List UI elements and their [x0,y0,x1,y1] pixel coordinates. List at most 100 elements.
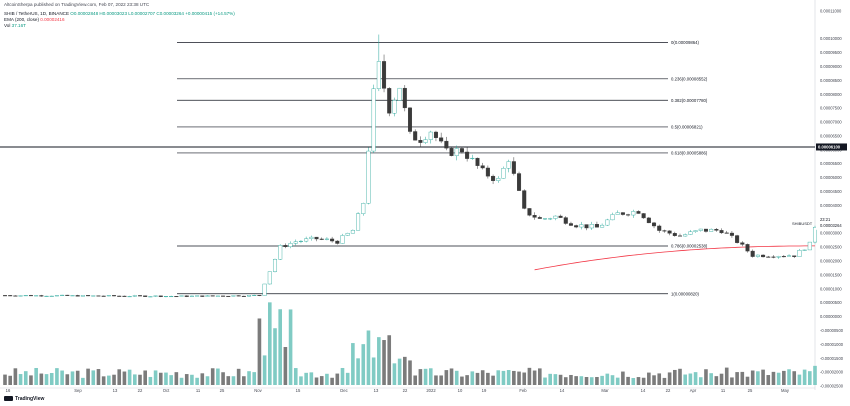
volume-bar [117,369,122,385]
volume-bar [460,376,464,385]
candle-body [740,242,745,245]
candle-body [709,228,714,232]
volume-bar [174,372,179,385]
candle-body [319,238,324,240]
candle-body [247,295,252,297]
volume-bar [325,373,329,385]
volume-bar [802,369,807,385]
candle-body [70,295,75,297]
candle-body [511,161,516,174]
candle-body [137,295,143,297]
volume-bar [226,376,231,385]
volume-bar [636,377,641,385]
candle-body [91,295,96,297]
time-tick-label: 22 [403,388,408,393]
volume-bar [423,368,428,385]
volume-bar [122,371,127,385]
price-tick-label: 0.00007000 [820,120,842,125]
volume-bar [143,370,147,385]
candle-body [698,228,703,231]
volume-bar [148,376,153,385]
symbol-name[interactable]: SHIB / TetherUS, 1D, BINANCE [4,11,70,16]
volume-bar [491,375,495,385]
candle-body [112,295,117,297]
price-tick-label: 0.00007500 [820,106,842,111]
volume-bar [49,372,54,385]
candle-body [163,296,168,298]
volume-bar [605,373,610,385]
volume-bar [75,370,80,385]
candle-body [309,236,314,239]
volume-bar [486,372,490,385]
volume-bar [756,371,760,385]
volume-bar [569,374,573,385]
candle-body [314,236,319,240]
fib-retracement: 0(0.00009864) 0.236(0.00008552) 0.382(0.00… [177,40,708,296]
candle-body [584,224,589,229]
volume-bar [153,370,158,385]
candle-body [18,295,23,297]
volume-bar [252,372,257,385]
candle-body [771,256,776,258]
candle-body [615,212,620,215]
volume-bar [247,371,251,385]
volume-bar [688,373,693,385]
volume-bar [345,372,350,385]
volume-bar [340,367,345,385]
current-price-tag [816,217,847,230]
candle-body [366,150,371,204]
volume-bar [3,374,7,385]
volume-bar [792,371,797,385]
candle-body [750,250,755,257]
candle-body [439,137,444,142]
time-tick-label: Dec [340,388,347,393]
candle-body [449,147,454,156]
volume-legend[interactable]: Vol 37.16T [4,23,26,29]
volume-bar [553,374,558,385]
candle-body [86,295,91,297]
candle-body [143,295,148,297]
candle-body [215,295,220,297]
time-tick-label: 14 [641,388,646,393]
publish-note: AltcoinSherpa published on TradingView.c… [4,2,150,7]
volume-bar [112,374,116,385]
candle-body [200,295,205,297]
highlight-price-tag [816,143,847,151]
candle-body [465,151,470,159]
candle-body [802,249,807,251]
candle-body [807,241,812,251]
volume-bar [319,376,324,385]
volume-bar [101,376,106,385]
candle-body [117,295,122,297]
volume-bar [273,328,277,385]
volume-bar [745,376,750,385]
candle-body [693,230,698,232]
price-tick-label: 0.00005000 [820,175,842,180]
candle-body [221,295,226,297]
volume-bar [158,372,163,385]
volume-bar [589,377,594,385]
tradingview-logo-icon [4,396,13,402]
candle-body [226,295,231,297]
fib-level-label: 0.618(0.00005886) [671,151,708,156]
candle-body [293,241,298,244]
candle-body [600,224,605,228]
volume-bar [574,376,578,385]
candle-body [158,295,163,297]
volume-bar [408,360,412,385]
volume-bar [44,374,49,385]
candle-body [241,295,246,297]
time-tick-label: 13 [113,388,118,393]
candle-body [340,235,345,244]
ema-legend[interactable]: EMA (200, close) 0.00002416 [4,17,65,23]
candle-body [174,296,179,298]
volume-bar [724,367,729,385]
candle-body [96,295,101,297]
candle-body [387,88,392,114]
volume-bar [138,374,142,385]
volume-bar [257,318,262,385]
candle-body [703,228,708,232]
volume-bar [782,370,786,385]
price-tick-label: 0.00008500 [820,78,842,83]
